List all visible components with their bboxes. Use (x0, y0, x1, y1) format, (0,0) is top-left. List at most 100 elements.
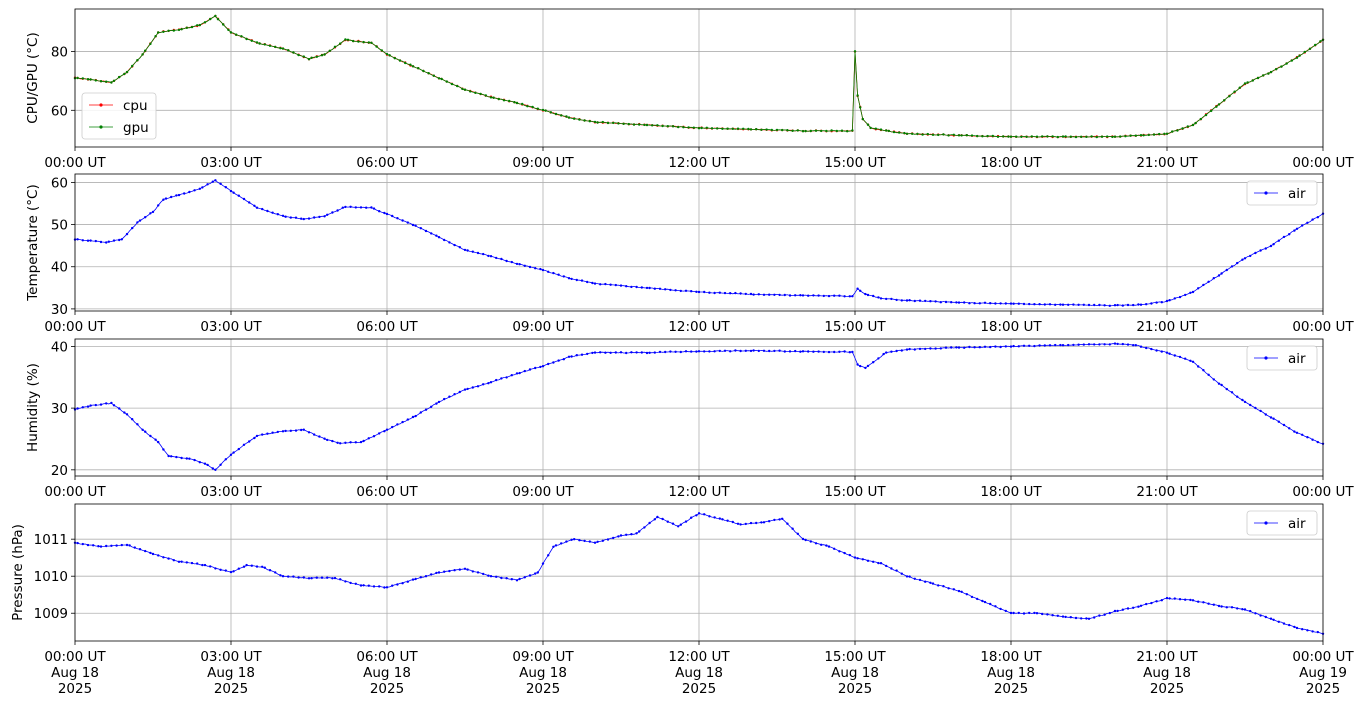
data-point (482, 383, 485, 386)
data-point (788, 350, 792, 353)
data-point (838, 294, 841, 297)
data-point (768, 520, 771, 523)
x-tick-label-line: Aug 19 (1299, 665, 1347, 681)
data-point (609, 283, 612, 286)
data-point (1165, 299, 1169, 303)
data-point (1126, 607, 1130, 610)
data-point (708, 515, 711, 518)
data-point (1108, 611, 1112, 615)
data-point (453, 393, 456, 396)
data-point (570, 277, 573, 281)
data-point (864, 292, 867, 296)
data-point (372, 435, 376, 438)
data-point (1043, 344, 1047, 347)
data-point (1098, 343, 1101, 346)
data-point (458, 568, 461, 571)
data-point (976, 597, 979, 601)
data-point (856, 94, 859, 97)
x-tick-label: 09:00 UT (512, 155, 574, 171)
data-point (671, 522, 675, 525)
data-point (214, 468, 217, 471)
data-point (1080, 135, 1083, 138)
data-point (887, 129, 890, 133)
data-point (1103, 613, 1106, 616)
y-tick-label: 40 (51, 260, 68, 276)
x-tick-label-line: 00:00 UT (1292, 319, 1354, 335)
data-point (430, 232, 433, 235)
y-tick-label: 30 (51, 401, 68, 417)
data-point (89, 78, 92, 81)
data-point (1197, 600, 1200, 603)
data-point (666, 520, 669, 523)
y-axis-label: Humidity (%) (25, 363, 41, 452)
data-point (1030, 135, 1034, 138)
x-tick-label-line: 00:00 UT (1292, 155, 1354, 171)
data-point (391, 584, 394, 587)
data-point (861, 558, 864, 561)
data-point (495, 256, 498, 260)
data-point (541, 365, 545, 368)
data-point (81, 77, 85, 80)
data-point (177, 28, 181, 32)
data-point (510, 374, 513, 377)
data-point (801, 130, 805, 133)
data-point (105, 402, 108, 405)
data-point (294, 216, 298, 219)
data-point (323, 215, 326, 218)
data-point (271, 431, 274, 434)
data-point (167, 454, 170, 458)
data-point (1059, 343, 1062, 347)
data-point (294, 429, 298, 432)
data-point (952, 588, 955, 591)
data-point (76, 238, 79, 241)
data-point (812, 294, 815, 297)
data-point (172, 29, 175, 32)
data-point (567, 277, 571, 280)
data-point (1295, 56, 1299, 59)
data-point (872, 361, 875, 364)
data-point (307, 577, 311, 580)
data-point (890, 567, 893, 570)
x-tick-label-line: Aug 18 (363, 665, 411, 681)
data-point (274, 45, 277, 49)
data-point (656, 515, 659, 519)
data-point (469, 90, 472, 93)
data-point (885, 297, 888, 301)
data-point (237, 194, 240, 197)
x-tick-label-line: 00:00 UT (44, 484, 106, 500)
data-point (453, 569, 456, 572)
x-tick-label: 18:00 UT (980, 319, 1042, 335)
data-point (417, 67, 420, 70)
data-point (118, 238, 121, 242)
data-point (1067, 303, 1070, 306)
data-point (752, 293, 755, 296)
data-point (877, 296, 880, 299)
data-point (242, 197, 246, 201)
data-point (136, 221, 139, 224)
data-point (905, 575, 909, 578)
data-point (1017, 302, 1020, 305)
data-point (762, 349, 766, 352)
data-point (835, 129, 838, 133)
data-point (856, 363, 859, 366)
x-tick-label-line: 03:00 UT (200, 649, 262, 665)
legend-marker-air (1264, 191, 1268, 195)
data-point (149, 42, 152, 46)
data-point (497, 97, 500, 101)
data-point (534, 366, 537, 370)
data-point (203, 563, 207, 567)
data-point (1137, 605, 1140, 608)
data-point (944, 300, 948, 304)
data-point (1181, 127, 1184, 130)
data-point (1316, 630, 1320, 634)
data-point (383, 430, 386, 433)
y-tick-label: 1009 (34, 606, 68, 622)
data-point (1233, 90, 1236, 93)
data-point (396, 217, 399, 220)
data-point (331, 439, 334, 443)
data-point (297, 576, 300, 579)
data-point (908, 575, 911, 578)
data-point (333, 576, 337, 580)
data-point (344, 205, 347, 209)
data-point (929, 300, 932, 303)
